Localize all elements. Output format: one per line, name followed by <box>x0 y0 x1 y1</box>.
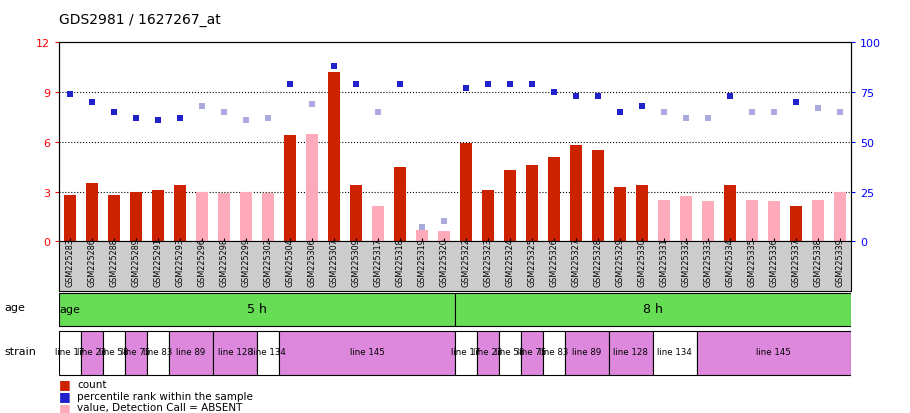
Text: age: age <box>5 303 25 313</box>
Bar <box>455 331 477 375</box>
Text: line 128: line 128 <box>217 348 252 356</box>
Text: line 83: line 83 <box>540 348 569 356</box>
Bar <box>653 331 697 375</box>
Bar <box>636 185 648 242</box>
Text: line 134: line 134 <box>658 348 693 356</box>
Bar <box>64 195 76 242</box>
Bar <box>768 202 780 242</box>
Text: line 75: line 75 <box>517 348 547 356</box>
Text: line 145: line 145 <box>756 348 792 356</box>
Bar <box>477 331 499 375</box>
Text: line 17: line 17 <box>56 348 85 356</box>
Text: GDS2981 / 1627267_at: GDS2981 / 1627267_at <box>59 13 221 27</box>
Bar <box>108 195 120 242</box>
Bar <box>147 331 169 375</box>
Bar <box>614 187 626 242</box>
Text: line 83: line 83 <box>144 348 173 356</box>
Text: line 23: line 23 <box>473 348 502 356</box>
Text: ■: ■ <box>59 401 71 413</box>
Bar <box>103 331 126 375</box>
Text: 8 h: 8 h <box>643 302 662 316</box>
Bar <box>702 202 714 242</box>
Text: line 128: line 128 <box>613 348 648 356</box>
Text: line 17: line 17 <box>451 348 480 356</box>
Text: ■: ■ <box>59 377 71 391</box>
Bar <box>394 167 406 242</box>
Bar <box>521 331 543 375</box>
Bar <box>697 331 851 375</box>
Bar <box>812 200 824 242</box>
Bar <box>548 157 560 242</box>
Bar <box>196 192 208 242</box>
Bar <box>504 171 516 242</box>
Bar <box>240 192 252 242</box>
Text: value, Detection Call = ABSENT: value, Detection Call = ABSENT <box>77 402 243 412</box>
Bar <box>130 192 142 242</box>
Bar <box>790 207 802 242</box>
Bar <box>543 331 565 375</box>
Bar <box>213 331 257 375</box>
Bar <box>609 331 653 375</box>
Bar <box>834 192 846 242</box>
Bar <box>372 207 384 242</box>
Text: line 58: line 58 <box>99 348 129 356</box>
Bar <box>526 166 538 242</box>
Bar <box>499 331 521 375</box>
Bar <box>152 190 164 242</box>
Text: percentile rank within the sample: percentile rank within the sample <box>77 391 253 401</box>
Bar <box>59 331 81 375</box>
Bar <box>592 151 604 242</box>
Text: line 23: line 23 <box>77 348 106 356</box>
Bar <box>262 194 274 242</box>
Bar <box>658 200 670 242</box>
Bar <box>438 232 450 242</box>
Text: line 145: line 145 <box>349 348 384 356</box>
Bar <box>570 146 582 242</box>
Bar <box>59 293 455 326</box>
Text: line 89: line 89 <box>177 348 206 356</box>
Text: ■: ■ <box>59 412 71 413</box>
Bar <box>746 200 758 242</box>
Bar <box>86 184 98 242</box>
Bar <box>279 331 455 375</box>
Text: ■: ■ <box>59 389 71 402</box>
Text: line 89: line 89 <box>572 348 602 356</box>
Text: line 58: line 58 <box>495 348 525 356</box>
Bar <box>723 185 736 242</box>
Bar <box>482 190 494 242</box>
Bar <box>455 293 851 326</box>
Text: strain: strain <box>5 346 36 356</box>
Bar <box>328 73 340 242</box>
Bar <box>284 136 296 242</box>
Text: line 134: line 134 <box>250 348 286 356</box>
Bar <box>350 185 362 242</box>
Bar <box>565 331 609 375</box>
Bar <box>81 331 103 375</box>
Bar <box>257 331 279 375</box>
Text: line 75: line 75 <box>121 348 151 356</box>
Bar <box>680 197 692 242</box>
Text: age: age <box>59 304 80 314</box>
Bar <box>126 331 147 375</box>
Bar <box>460 144 472 242</box>
Text: count: count <box>77 379 106 389</box>
Bar <box>218 194 230 242</box>
Bar <box>416 230 428 242</box>
Bar <box>169 331 213 375</box>
Text: 5 h: 5 h <box>248 302 267 316</box>
Bar <box>306 134 318 242</box>
Bar <box>174 185 187 242</box>
